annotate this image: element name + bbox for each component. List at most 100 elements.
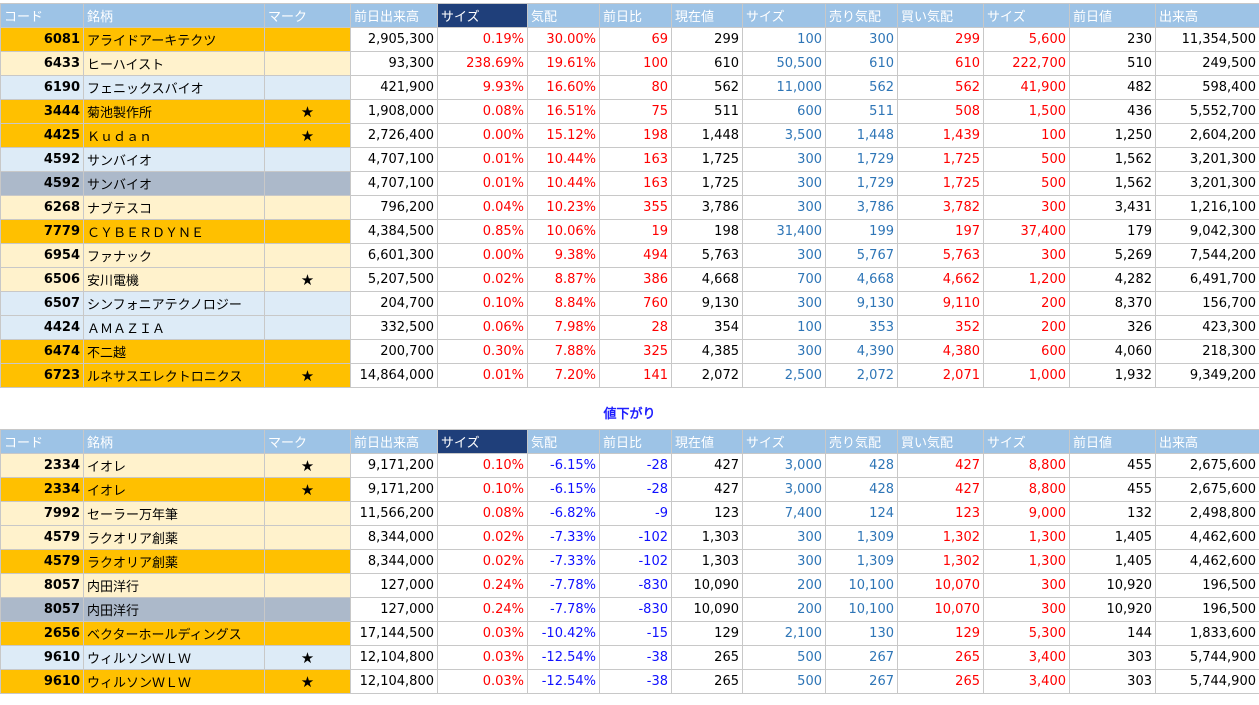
stock-name: フェニックスバイオ xyxy=(83,75,265,100)
cell-bid: 562 xyxy=(897,75,984,100)
table-row[interactable]: 6506 安川電機 ★ 5,207,500 0.02% 8.87% 386 4,668 700 4… xyxy=(0,267,1259,292)
stock-name: ファナック xyxy=(83,243,265,268)
cell-prev-close: 1,562 xyxy=(1069,147,1156,172)
cell-ask-size: 300 xyxy=(983,195,1070,220)
table-row[interactable]: 4425 Ｋｕｄａｎ ★ 2,726,400 0.00% 15.12% 198 1,448 3,… xyxy=(0,123,1259,148)
cell-ask: 1,309 xyxy=(825,549,898,574)
header-mark: マーク xyxy=(264,429,351,454)
table-row[interactable]: 6190 フェニックスバイオ 421,900 9.93% 16.60% 80 562 11,0… xyxy=(0,75,1259,100)
header-prev-close: 前日値 xyxy=(1069,429,1156,454)
table-row[interactable]: 4424 ＡＭＡＺＩＡ 332,500 0.06% 7.98% 28 354 100 353 35… xyxy=(0,315,1259,340)
cell-ask: 1,729 xyxy=(825,147,898,172)
cell-ask-size: 1,500 xyxy=(983,99,1070,124)
stock-name: アライドアーキテクツ xyxy=(83,27,265,52)
stock-name: Ｋｕｄａｎ xyxy=(83,123,265,148)
cell-bid: 1,725 xyxy=(897,171,984,196)
cell-size: 0.08% xyxy=(437,501,528,526)
table-row[interactable]: 4592 サンバイオ 4,707,100 0.01% 10.44% 163 1,725 300… xyxy=(0,171,1259,196)
cell-volume: 5,744,900 xyxy=(1155,669,1259,694)
cell-ask-size: 200 xyxy=(983,315,1070,340)
cell-bid: 1,302 xyxy=(897,549,984,574)
star-mark-icon xyxy=(264,573,351,598)
cell-bid-size: 200 xyxy=(742,573,826,598)
cell-volume: 2,604,200 xyxy=(1155,123,1259,148)
stock-name: セーラー万年筆 xyxy=(83,501,265,526)
table-row[interactable]: 6081 アライドアーキテクツ 2,905,300 0.19% 30.00% 69 299 1… xyxy=(0,27,1259,52)
table-row[interactable]: 6507 シンフォニアテクノロジー 204,700 0.10% 8.84% 760 9,13… xyxy=(0,291,1259,316)
cell-prev-close: 10,920 xyxy=(1069,597,1156,622)
table-row[interactable]: 4579 ラクオリア創薬 8,344,000 0.02% -7.33% -102 1,303… xyxy=(0,549,1259,574)
cell-size: 0.03% xyxy=(437,621,528,646)
cell-quote: -6.82% xyxy=(527,501,600,526)
cell-change: 198 xyxy=(599,123,672,148)
table-row[interactable]: 2656 ベクターホールディングス 17,144,500 0.03% -10.42% -1… xyxy=(0,621,1259,646)
cell-price: 4,668 xyxy=(671,267,743,292)
table-row[interactable]: 6954 ファナック 6,601,300 0.00% 9.38% 494 5,763 300 5… xyxy=(0,243,1259,268)
cell-prev-close: 1,250 xyxy=(1069,123,1156,148)
table-row[interactable]: 8057 内田洋行 127,000 0.24% -7.78% -830 10,090 200 1… xyxy=(0,597,1259,622)
cell-quote: -7.78% xyxy=(527,597,600,622)
cell-change: -9 xyxy=(599,501,672,526)
table-row[interactable]: 7992 セーラー万年筆 11,566,200 0.08% -6.82% -9 123 7,4… xyxy=(0,501,1259,526)
cell-bid-size: 2,100 xyxy=(742,621,826,646)
cell-ask: 300 xyxy=(825,27,898,52)
cell-bid-size: 300 xyxy=(742,291,826,316)
table-row[interactable]: 6268 ナブテスコ 796,200 0.04% 10.23% 355 3,786 300 3,… xyxy=(0,195,1259,220)
cell-size: 0.30% xyxy=(437,339,528,364)
table-row[interactable]: 4579 ラクオリア創薬 8,344,000 0.02% -7.33% -102 1,303… xyxy=(0,525,1259,550)
cell-prev-close: 10,920 xyxy=(1069,573,1156,598)
cell-prev-volume: 2,726,400 xyxy=(350,123,438,148)
table-row[interactable]: 3444 菊池製作所 ★ 1,908,000 0.08% 16.51% 75 511 600 51… xyxy=(0,99,1259,124)
cell-price: 2,072 xyxy=(671,363,743,388)
cell-change: -38 xyxy=(599,669,672,694)
cell-volume: 5,552,700 xyxy=(1155,99,1259,124)
cell-quote: 8.84% xyxy=(527,291,600,316)
cell-quote: 7.20% xyxy=(527,363,600,388)
stock-code: 4425 xyxy=(0,123,84,148)
table-row[interactable]: 6474 不二越 200,700 0.30% 7.88% 325 4,385 300 4,390… xyxy=(0,339,1259,364)
cell-size: 0.08% xyxy=(437,99,528,124)
cell-price: 4,385 xyxy=(671,339,743,364)
table-row[interactable]: 4592 サンバイオ 4,707,100 0.01% 10.44% 163 1,725 300… xyxy=(0,147,1259,172)
table-row[interactable]: 9610 ウィルソンＷＬＷ ★ 12,104,800 0.03% -12.54% -38 26… xyxy=(0,669,1259,694)
stock-code: 6081 xyxy=(0,27,84,52)
cell-ask-size: 1,000 xyxy=(983,363,1070,388)
stock-code: 8057 xyxy=(0,597,84,622)
cell-volume: 4,462,600 xyxy=(1155,525,1259,550)
cell-price: 354 xyxy=(671,315,743,340)
star-mark-icon: ★ xyxy=(264,123,351,148)
cell-ask: 610 xyxy=(825,51,898,76)
cell-ask-size: 600 xyxy=(983,339,1070,364)
star-mark-icon xyxy=(264,549,351,574)
cell-bid-size: 3,000 xyxy=(742,477,826,502)
cell-bid-size: 11,000 xyxy=(742,75,826,100)
cell-change: 28 xyxy=(599,315,672,340)
table-row[interactable]: 8057 内田洋行 127,000 0.24% -7.78% -830 10,090 200 1… xyxy=(0,573,1259,598)
table-row[interactable]: 2334 イオレ ★ 9,171,200 0.10% -6.15% -28 427 3,000 4… xyxy=(0,453,1259,478)
cell-change: -830 xyxy=(599,597,672,622)
cell-change: 760 xyxy=(599,291,672,316)
cell-quote: 15.12% xyxy=(527,123,600,148)
table-row[interactable]: 6433 ヒーハイスト 93,300 238.69% 19.61% 100 610 50,50… xyxy=(0,51,1259,76)
cell-size: 0.02% xyxy=(437,525,528,550)
cell-ask-size: 9,000 xyxy=(983,501,1070,526)
cell-ask: 428 xyxy=(825,477,898,502)
star-mark-icon xyxy=(264,315,351,340)
cell-price: 265 xyxy=(671,669,743,694)
table-row[interactable]: 2334 イオレ ★ 9,171,200 0.10% -6.15% -28 427 3,000 4… xyxy=(0,477,1259,502)
cell-ask: 9,130 xyxy=(825,291,898,316)
stock-code: 4579 xyxy=(0,549,84,574)
cell-quote: -12.54% xyxy=(527,669,600,694)
cell-volume: 2,675,600 xyxy=(1155,477,1259,502)
cell-prev-close: 482 xyxy=(1069,75,1156,100)
table-row[interactable]: 7779 ＣＹＢＥＲＤＹＮＥ 4,384,500 0.85% 10.06% 19 198 31… xyxy=(0,219,1259,244)
cell-ask: 511 xyxy=(825,99,898,124)
table-row[interactable]: 9610 ウィルソンＷＬＷ ★ 12,104,800 0.03% -12.54% -38 26… xyxy=(0,645,1259,670)
header-price: 現在値 xyxy=(671,429,743,454)
star-mark-icon xyxy=(264,195,351,220)
cell-quote: 8.87% xyxy=(527,267,600,292)
stock-name: 内田洋行 xyxy=(83,597,265,622)
cell-prev-close: 179 xyxy=(1069,219,1156,244)
table-row[interactable]: 6723 ルネサスエレクトロニクス ★ 14,864,000 0.01% 7.20% 141… xyxy=(0,363,1259,388)
cell-volume: 2,675,600 xyxy=(1155,453,1259,478)
